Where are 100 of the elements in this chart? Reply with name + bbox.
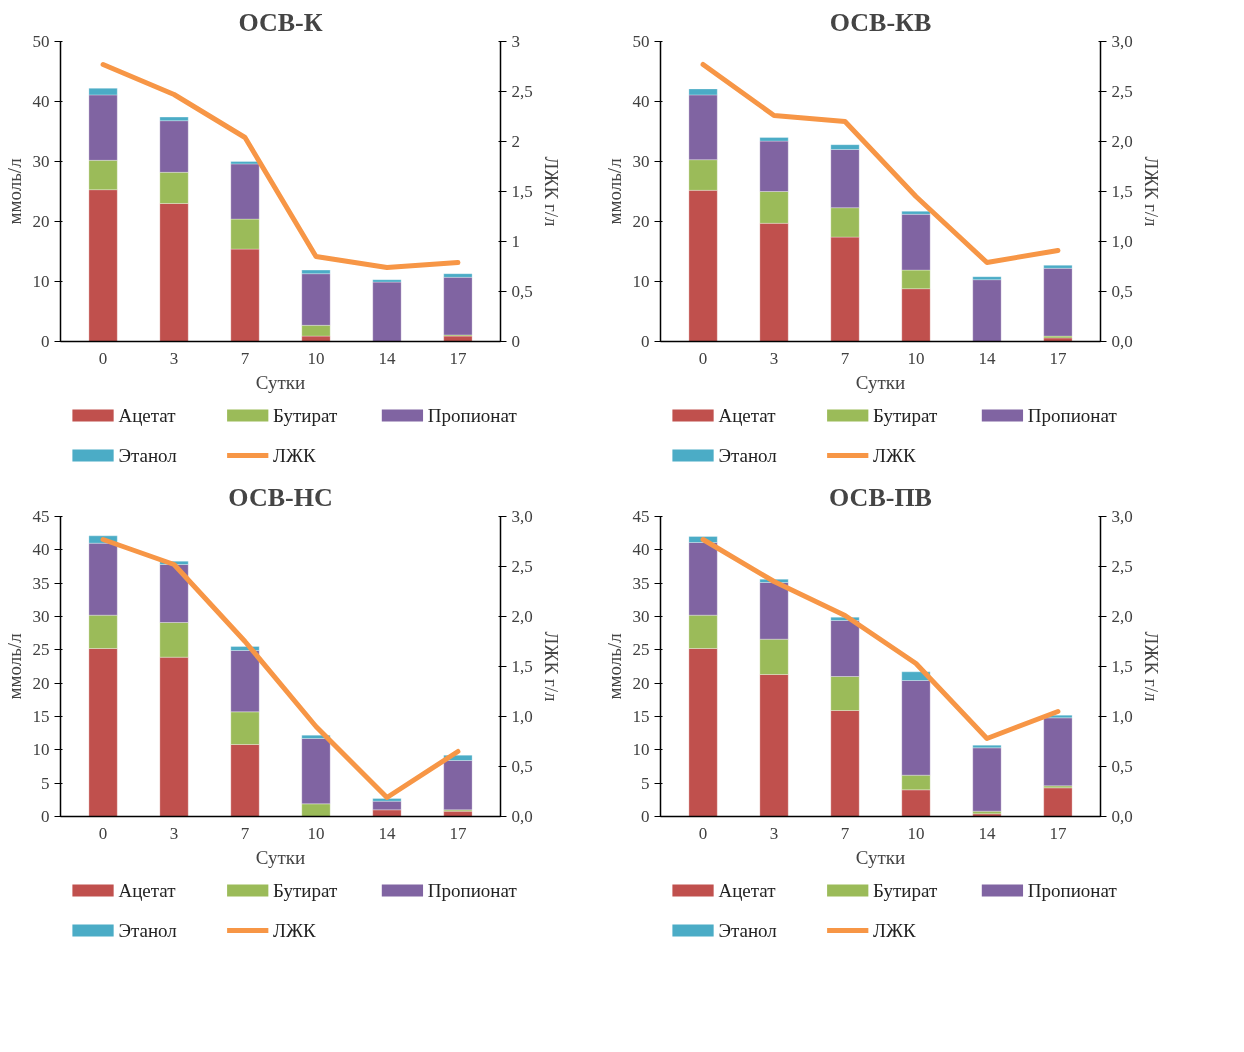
y-axis-title: ммоль/л xyxy=(3,157,25,225)
x-tick-label: 17 xyxy=(449,348,467,368)
chart-title: ОСВ-ПВ xyxy=(829,482,932,512)
x-tick-label: 0 xyxy=(98,823,108,843)
y-tick-label: 45 xyxy=(32,507,50,526)
x-axis-title: Сутки xyxy=(855,846,906,868)
y-tick-label: 0 xyxy=(641,807,650,826)
x-tick-label: 14 xyxy=(378,823,396,843)
legend-label: ЛЖК xyxy=(873,920,917,941)
y-tick-label: 10 xyxy=(632,272,650,291)
y2-tick-label: 1,5 xyxy=(1111,657,1133,676)
chart-title: ОСВ-НС xyxy=(228,482,333,512)
legend-label: Этанол xyxy=(118,445,178,466)
y-axis-title: ммоль/л xyxy=(3,632,25,700)
legend-label: Пропионат xyxy=(1027,880,1118,901)
y-tick-label: 10 xyxy=(32,272,50,291)
y-tick-label: 10 xyxy=(32,740,50,760)
y-tick-label: 15 xyxy=(632,707,650,726)
y-tick-label: 45 xyxy=(632,507,650,526)
x-tick-label: 10 xyxy=(907,348,925,368)
y-tick-label: 30 xyxy=(32,607,50,626)
y-tick-label: 50 xyxy=(32,32,50,51)
y-tick-label: 30 xyxy=(632,152,650,171)
x-tick-label: 10 xyxy=(307,348,325,368)
y2-tick-label: 0,5 xyxy=(511,282,533,301)
x-tick-label: 3 xyxy=(769,823,779,843)
legend-label: Бутират xyxy=(273,880,338,901)
y-tick-label: 25 xyxy=(32,640,50,660)
y2-axis-title: ЛЖК г/л xyxy=(540,631,562,702)
legend-label: Этанол xyxy=(718,445,778,466)
y2-tick-label: 1,0 xyxy=(511,707,533,726)
legend-label: Ацетат xyxy=(718,880,777,901)
x-tick-label: 17 xyxy=(1049,348,1067,368)
y-tick-label: 0 xyxy=(41,332,50,351)
x-tick-label: 10 xyxy=(307,823,325,843)
x-tick-label: 17 xyxy=(449,823,467,843)
x-tick-label: 14 xyxy=(978,348,996,368)
y2-tick-label: 0 xyxy=(511,332,520,351)
y2-tick-label: 2,5 xyxy=(1111,82,1133,101)
y2-tick-label: 2,0 xyxy=(511,607,533,626)
x-axis-title: Сутки xyxy=(255,371,306,393)
y2-tick-label: 2,5 xyxy=(511,557,533,576)
x-tick-label: 0 xyxy=(698,348,708,368)
y-tick-label: 20 xyxy=(32,212,50,231)
y-axis-title: ммоль/л xyxy=(603,157,625,225)
y-tick-label: 35 xyxy=(32,573,50,593)
y2-tick-label: 0,5 xyxy=(511,757,533,776)
y-tick-label: 10 xyxy=(632,740,650,760)
y-tick-label: 5 xyxy=(641,773,650,793)
y-tick-label: 35 xyxy=(632,573,650,593)
y-tick-label: 5 xyxy=(41,773,50,793)
y2-tick-label: 1,5 xyxy=(511,657,533,676)
y-tick-label: 25 xyxy=(632,640,650,660)
y2-axis-title: ЛЖК г/л xyxy=(540,156,562,227)
y-tick-label: 40 xyxy=(32,540,50,560)
x-tick-label: 7 xyxy=(240,348,250,368)
y-tick-label: 40 xyxy=(632,540,650,560)
y-tick-label: 15 xyxy=(32,707,50,726)
legend-label: Пропионат xyxy=(1027,405,1118,426)
x-tick-label: 17 xyxy=(1049,823,1067,843)
legend-label: Этанол xyxy=(118,920,178,941)
chart-title: ОСВ-К xyxy=(238,7,323,37)
legend-label: Бутират xyxy=(873,880,938,901)
y2-axis-title: ЛЖК г/л xyxy=(1140,156,1162,227)
x-tick-label: 14 xyxy=(978,823,996,843)
x-tick-label: 3 xyxy=(169,348,179,368)
y2-tick-label: 3,0 xyxy=(1111,32,1133,51)
x-tick-label: 7 xyxy=(240,823,250,843)
y2-axis-title: ЛЖК г/л xyxy=(1140,631,1162,702)
y2-tick-label: 2,0 xyxy=(1111,132,1133,151)
x-tick-label: 0 xyxy=(98,348,108,368)
y-tick-label: 20 xyxy=(632,212,650,231)
legend-label: Бутират xyxy=(273,405,338,426)
legend-label: Этанол xyxy=(718,920,778,941)
legend-label: Бутират xyxy=(873,405,938,426)
x-tick-label: 10 xyxy=(907,823,925,843)
y2-tick-label: 0,5 xyxy=(1111,282,1133,301)
y-tick-label: 40 xyxy=(32,92,50,111)
y2-tick-label: 1,5 xyxy=(511,182,533,201)
x-axis-title: Сутки xyxy=(855,371,906,393)
x-tick-label: 7 xyxy=(840,348,850,368)
legend-label: ЛЖК xyxy=(273,920,317,941)
y2-tick-label: 3,0 xyxy=(1111,507,1133,526)
chart-title: ОСВ-КВ xyxy=(829,7,932,37)
y2-tick-label: 2 xyxy=(511,132,520,151)
x-tick-label: 3 xyxy=(769,348,779,368)
y-tick-label: 0 xyxy=(641,332,650,351)
y-tick-label: 20 xyxy=(632,673,650,693)
y2-tick-label: 2,5 xyxy=(511,82,533,101)
x-axis-title: Сутки xyxy=(255,846,306,868)
y2-tick-label: 2,5 xyxy=(1111,557,1133,576)
y2-tick-label: 1,5 xyxy=(1111,182,1133,201)
y2-tick-label: 2,0 xyxy=(1111,607,1133,626)
x-tick-label: 7 xyxy=(840,823,850,843)
y-axis-title: ммоль/л xyxy=(603,632,625,700)
y2-tick-label: 0,0 xyxy=(511,807,533,826)
legend-label: ЛЖК xyxy=(273,445,317,466)
y-tick-label: 20 xyxy=(32,673,50,693)
legend-label: Пропионат xyxy=(427,405,518,426)
legend-label: Пропионат xyxy=(427,880,518,901)
